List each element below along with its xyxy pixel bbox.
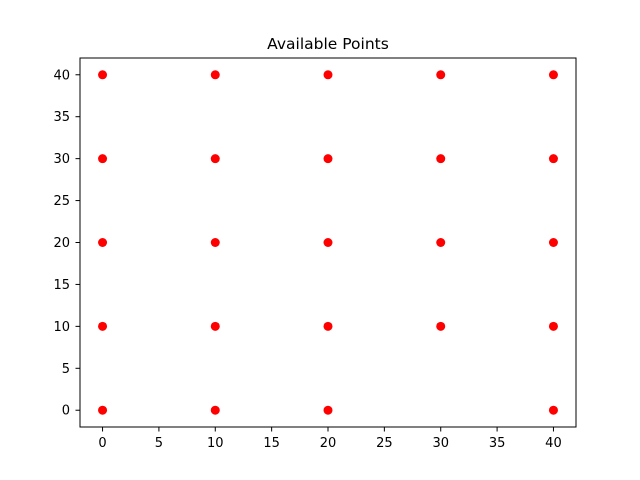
y-tick-label: 0 xyxy=(62,404,70,419)
x-tick-label: 40 xyxy=(545,436,562,451)
scatter-point xyxy=(436,238,446,247)
y-tick-label: 15 xyxy=(53,278,70,293)
scatter-point xyxy=(210,154,220,164)
scatter-point xyxy=(548,238,558,247)
scatter-point xyxy=(98,405,108,415)
scatter-point xyxy=(548,405,558,415)
y-tick-label: 35 xyxy=(53,110,70,125)
scatter-point xyxy=(436,154,446,164)
x-tick-label: 20 xyxy=(320,436,337,451)
y-tick-label: 40 xyxy=(53,68,70,83)
scatter-point xyxy=(98,70,108,80)
scatter-point xyxy=(98,238,108,247)
y-tick-label: 30 xyxy=(53,152,70,167)
scatter-point xyxy=(323,321,333,331)
x-tick-label: 15 xyxy=(263,436,280,451)
x-tick-label: 35 xyxy=(489,436,506,451)
scatter-point xyxy=(323,405,333,415)
x-tick-label: 10 xyxy=(207,436,224,451)
scatter-point xyxy=(323,154,333,164)
scatter-point xyxy=(436,70,446,80)
scatter-point xyxy=(98,321,108,331)
scatter-point xyxy=(548,154,558,164)
y-tick-label: 25 xyxy=(53,194,70,209)
scatter-point xyxy=(548,70,558,80)
scatter-point xyxy=(436,321,446,331)
plot-area-frame xyxy=(79,57,577,428)
x-tick-label: 5 xyxy=(155,436,163,451)
x-tick-label: 25 xyxy=(376,436,393,451)
x-tick-label: 30 xyxy=(432,436,449,451)
scatter-points xyxy=(98,70,558,415)
scatter-point xyxy=(210,321,220,331)
scatter-point xyxy=(210,238,220,247)
scatter-point xyxy=(210,405,220,415)
x-tick-label: 0 xyxy=(98,436,106,451)
y-tick-label: 10 xyxy=(53,320,70,335)
scatter-point xyxy=(210,70,220,80)
x-axis-ticks: 0 5 10 15 20 25 30 35 40 xyxy=(98,427,562,451)
chart-title: Available Points xyxy=(267,35,389,53)
y-axis-ticks: 0 5 10 15 20 25 30 35 40 xyxy=(53,68,80,419)
scatter-point xyxy=(323,70,333,80)
y-tick-label: 5 xyxy=(62,362,70,377)
scatter-point xyxy=(323,238,333,247)
y-tick-label: 20 xyxy=(53,236,70,251)
scatter-point xyxy=(548,321,558,331)
scatter-point xyxy=(98,154,108,164)
